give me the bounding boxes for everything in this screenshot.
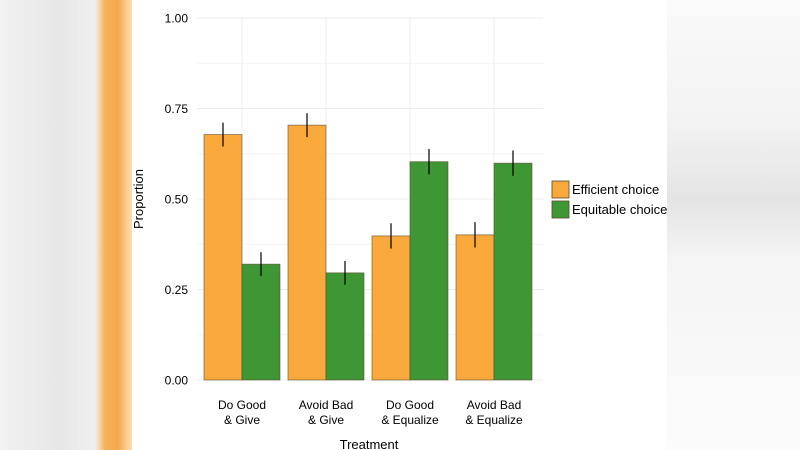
bar-efficient <box>287 124 327 381</box>
x-axis-title: Treatment <box>340 437 399 450</box>
legend-swatch <box>551 200 570 219</box>
bar-efficient <box>203 134 243 381</box>
x-tick-label: Avoid Bad & Equalize <box>465 398 523 427</box>
y-tick-label: 0.25 <box>165 283 189 297</box>
blurred-background-right <box>667 0 800 450</box>
bar-equitable <box>493 162 533 381</box>
blurred-background-left <box>0 0 132 450</box>
legend-label: Efficient choice <box>572 182 659 197</box>
bar-equitable <box>409 161 449 381</box>
legend: Efficient choice Equitable choice <box>551 180 667 219</box>
x-tick-label: Avoid Bad & Give <box>299 398 354 427</box>
y-tick-label: 0.50 <box>165 193 189 207</box>
bar-efficient <box>371 235 411 381</box>
y-axis-title: Proportion <box>131 169 146 229</box>
legend-label: Equitable choice <box>572 202 667 217</box>
x-tick-label: Do Good & Give <box>218 398 266 427</box>
bar-equitable <box>325 272 365 381</box>
bar-equitable <box>241 263 281 381</box>
y-tick-label: 0.75 <box>165 102 189 116</box>
x-tick-label: Do Good & Equalize <box>381 398 439 427</box>
y-tick-label: 1.00 <box>165 12 189 26</box>
legend-swatch <box>551 180 570 199</box>
y-tick-label: 0.00 <box>165 374 189 388</box>
bar-efficient <box>455 234 495 381</box>
